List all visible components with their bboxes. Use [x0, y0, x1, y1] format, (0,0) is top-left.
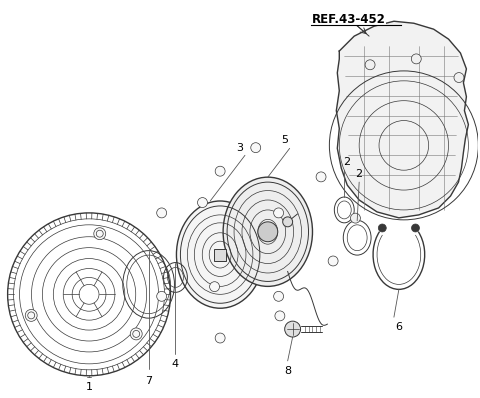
Circle shape [274, 208, 284, 218]
Circle shape [94, 228, 106, 240]
Circle shape [274, 291, 284, 301]
Circle shape [25, 309, 37, 321]
Text: 1: 1 [85, 382, 93, 392]
Circle shape [275, 311, 285, 321]
Text: 2: 2 [343, 157, 350, 167]
Circle shape [454, 72, 464, 82]
Text: 7: 7 [145, 376, 152, 386]
Circle shape [198, 197, 207, 207]
Circle shape [411, 54, 421, 64]
Circle shape [283, 217, 293, 227]
Polygon shape [336, 21, 468, 218]
Circle shape [258, 222, 278, 242]
Circle shape [130, 328, 142, 340]
Text: 2: 2 [356, 169, 363, 179]
Circle shape [350, 213, 360, 223]
Text: REF.43-452: REF.43-452 [312, 13, 385, 26]
Circle shape [316, 172, 326, 182]
Ellipse shape [223, 177, 312, 287]
Circle shape [411, 224, 420, 232]
Circle shape [156, 291, 167, 301]
Circle shape [251, 143, 261, 152]
Circle shape [365, 60, 375, 70]
Circle shape [215, 333, 225, 343]
Circle shape [156, 208, 167, 218]
Text: 4: 4 [172, 359, 179, 369]
Bar [214, 249, 226, 261]
Text: 5: 5 [281, 135, 288, 145]
Text: 8: 8 [284, 366, 291, 376]
Text: 3: 3 [237, 143, 243, 153]
Circle shape [328, 256, 338, 266]
Ellipse shape [177, 201, 264, 308]
Circle shape [378, 224, 386, 232]
Circle shape [215, 166, 225, 176]
Text: 6: 6 [396, 322, 402, 332]
Circle shape [210, 282, 219, 292]
Circle shape [285, 321, 300, 337]
